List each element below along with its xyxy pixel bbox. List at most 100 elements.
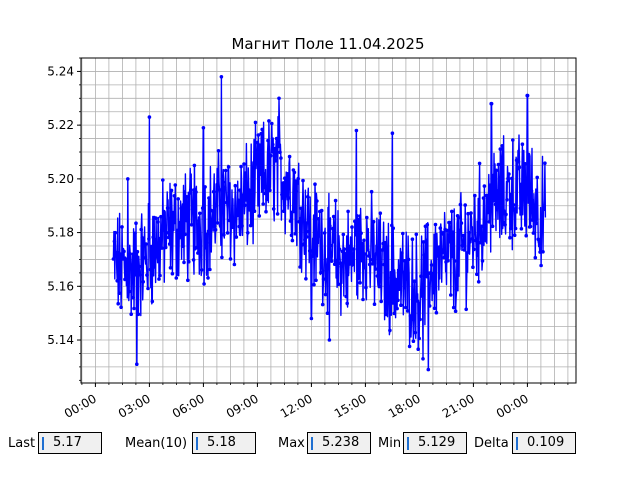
data-point [157, 277, 161, 281]
data-point [182, 260, 186, 265]
data-point [305, 235, 309, 239]
data-point [345, 301, 350, 306]
data-point [155, 247, 159, 251]
data-point [126, 177, 130, 181]
data-point [252, 209, 257, 213]
data-point [148, 267, 153, 272]
data-point [390, 223, 394, 228]
data-point [266, 138, 270, 143]
data-point [421, 357, 425, 361]
data-point [369, 189, 374, 194]
data-point [344, 294, 349, 299]
data-point [228, 257, 233, 261]
data-point [415, 299, 420, 303]
data-point [189, 223, 194, 227]
data-point [243, 203, 247, 208]
data-point [380, 248, 385, 252]
data-point [392, 311, 397, 316]
data-point [165, 206, 170, 210]
data-point [472, 247, 476, 252]
data-point [272, 146, 277, 151]
stat-min-field[interactable]: 5.129 [403, 432, 467, 454]
data-point [337, 247, 342, 251]
data-point [353, 219, 357, 224]
data-point [416, 347, 421, 352]
data-point [284, 188, 289, 193]
data-point [118, 276, 122, 281]
data-point [242, 162, 246, 166]
data-point [328, 224, 332, 228]
data-point [268, 188, 272, 193]
data-point [212, 224, 217, 228]
stat-max-field[interactable]: 5.238 [307, 432, 371, 454]
data-point [370, 262, 375, 266]
data-point [140, 236, 144, 240]
data-point [326, 266, 331, 271]
data-point [321, 277, 326, 281]
data-point [350, 225, 354, 229]
data-point [301, 178, 305, 183]
data-point [125, 257, 129, 262]
data-point [145, 273, 149, 277]
data-point [391, 226, 396, 230]
y-tick-label: 5.22 [47, 118, 74, 132]
data-point [395, 306, 399, 311]
stat-delta-field[interactable]: 0.109 [512, 432, 576, 454]
data-point [137, 264, 142, 269]
data-point [454, 287, 459, 292]
data-point [198, 211, 202, 216]
data-point [270, 121, 274, 126]
data-point [202, 282, 206, 286]
data-point [186, 278, 190, 283]
data-point [139, 227, 143, 232]
data-point [256, 133, 261, 137]
data-point [488, 183, 493, 187]
data-point [363, 252, 367, 256]
data-point [477, 161, 482, 166]
data-point [487, 220, 492, 224]
data-point [399, 303, 403, 308]
data-point [421, 240, 426, 244]
data-point [121, 257, 125, 261]
data-point [504, 212, 508, 217]
data-point [195, 245, 199, 250]
data-point [173, 183, 178, 187]
data-point [200, 206, 205, 210]
data-point [215, 221, 220, 225]
data-point [135, 249, 140, 254]
data-point [466, 211, 470, 216]
data-point [511, 138, 515, 142]
plot-frame [80, 57, 577, 384]
data-point [309, 316, 314, 321]
data-point [400, 251, 404, 255]
data-point [386, 276, 390, 280]
data-point [464, 307, 469, 312]
stat-last-field[interactable]: 5.17 [38, 432, 102, 454]
data-point [471, 265, 475, 270]
data-point [117, 291, 121, 296]
data-point [211, 189, 216, 194]
data-point [541, 250, 545, 254]
data-point [445, 228, 449, 233]
stat-mean-field[interactable]: 5.18 [192, 432, 256, 454]
x-tick-label: 03:00 [116, 391, 153, 420]
data-point [264, 209, 268, 214]
data-point [494, 168, 499, 173]
data-point [234, 235, 239, 239]
data-point [183, 232, 187, 237]
data-point [331, 214, 336, 219]
data-point [385, 249, 389, 254]
x-tick-label: 18:00 [386, 391, 423, 420]
data-point [462, 248, 467, 252]
data-point [135, 362, 139, 367]
data-point [143, 255, 147, 260]
data-point [144, 242, 148, 246]
x-tick-label: 12:00 [278, 391, 315, 420]
data-point [474, 238, 478, 243]
data-point [376, 261, 381, 266]
data-point [223, 186, 227, 190]
data-point [167, 242, 172, 246]
data-point [489, 101, 494, 106]
x-tick-label: 21:00 [440, 391, 477, 420]
data-point [461, 233, 466, 238]
